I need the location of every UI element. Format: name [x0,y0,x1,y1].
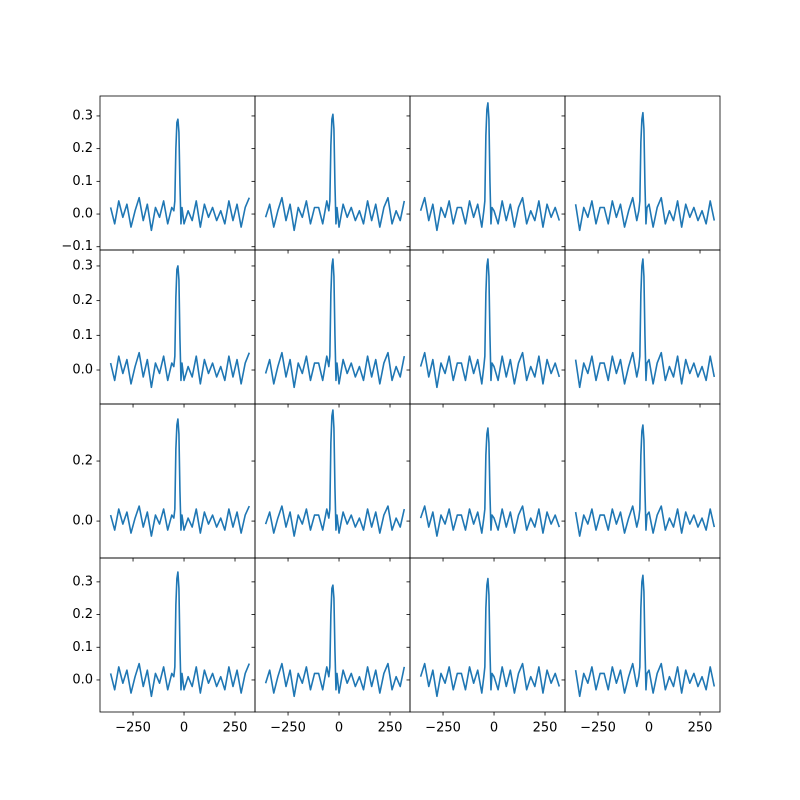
y-tick-label: 0.3 [72,258,93,273]
y-tick-label: 0.2 [72,141,93,156]
line [574,574,716,698]
y-tick-label: 0.3 [72,574,93,589]
y-tick-label: 0.0 [72,207,93,222]
x-tick-label: 0 [490,721,498,736]
line [419,258,561,389]
y-tick-label: 0.1 [72,174,93,189]
line [574,258,716,389]
x-tick-label: −250 [270,721,306,736]
axes-frame [564,557,721,713]
x-tick-label: 0 [335,721,343,736]
line [419,577,561,698]
line [264,258,406,389]
y-tick-label: 0.0 [72,514,93,529]
line [109,571,251,698]
y-tick-label: 0.0 [72,672,93,687]
y-tick-label: 0.1 [72,328,93,343]
x-tick-label: −250 [580,721,616,736]
x-tick-label: −250 [115,721,151,736]
x-tick-label: 250 [688,721,713,736]
y-tick-label: 0.1 [72,640,93,655]
line [574,111,716,232]
line [574,424,716,537]
x-tick-label: 0 [645,721,653,736]
x-tick-label: −250 [425,721,461,736]
line [109,418,251,537]
x-tick-label: 250 [533,721,558,736]
line [109,265,251,389]
x-tick-label: 250 [378,721,403,736]
line [419,102,561,232]
line [109,118,251,232]
line [264,113,406,232]
y-tick-label: −0.1 [61,239,93,254]
y-tick-label: 0.3 [72,108,93,123]
y-tick-label: 0.2 [72,607,93,622]
line [264,409,406,537]
y-tick-label: 0.2 [72,293,93,308]
y-tick-label: 0.0 [72,363,93,378]
y-tick-label: 0.2 [72,454,93,469]
x-tick-label: 0 [180,721,188,736]
line [419,427,561,537]
x-tick-label: 250 [223,721,248,736]
line [264,584,406,698]
